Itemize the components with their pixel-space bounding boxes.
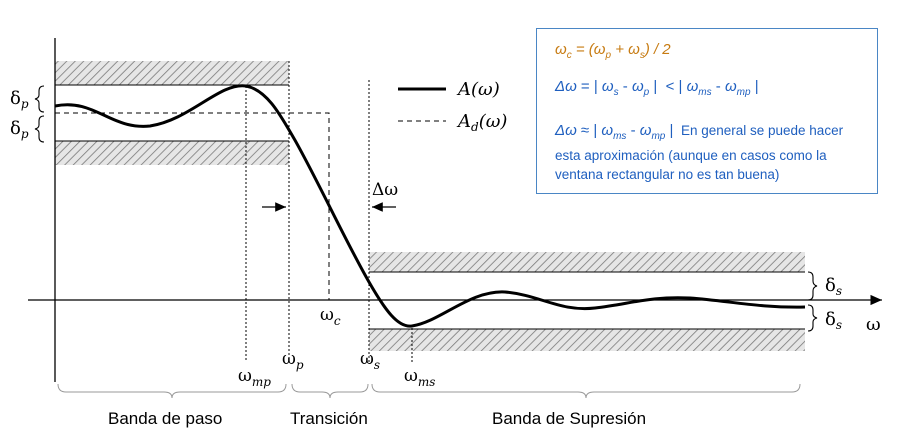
omega-axis-label: ω bbox=[866, 314, 881, 335]
delta-s-lower-brace bbox=[807, 304, 818, 332]
formula-delta-omega-exact: Δω = | ωs - ωp | < | ωms - ωmp | bbox=[555, 78, 759, 98]
delta-s-upper-label: δs bbox=[825, 275, 842, 298]
omega-s-label: ωs bbox=[360, 349, 380, 372]
omega-p-label: ωp bbox=[282, 349, 304, 372]
info-box: ωc = (ωp + ωs) / 2 Δω = | ωs - ωp | < | … bbox=[536, 28, 878, 194]
transition-label: Transición bbox=[290, 409, 368, 428]
passband-upper-hatch bbox=[55, 61, 289, 85]
actual-response-curve bbox=[54, 84, 806, 328]
formula-omega-c: ωc = (ωp + ωs) / 2 bbox=[555, 41, 671, 61]
omega-ms-label: ωms bbox=[404, 366, 435, 389]
transition-brace bbox=[291, 383, 369, 399]
delta-p-lower-brace bbox=[34, 115, 45, 143]
stopband-lower-hatch bbox=[369, 329, 805, 351]
delta-omega-label: Δω bbox=[372, 180, 398, 200]
pass-band-label: Banda de paso bbox=[108, 409, 222, 428]
formula-delta-omega-approx: Δω ≈ | ωms - ωmp | En general se puede h… bbox=[555, 122, 844, 182]
stopband-upper-hatch bbox=[369, 252, 805, 272]
delta-s-lower-label: δs bbox=[825, 309, 842, 332]
stop-band-brace bbox=[371, 383, 801, 399]
legend-actual-label: A(ω) bbox=[456, 79, 500, 100]
delta-p-lower-label: δp bbox=[10, 118, 29, 141]
desired-response-curve bbox=[55, 112, 330, 300]
delta-p-upper-label: δp bbox=[10, 88, 29, 111]
stop-band-label: Banda de Supresión bbox=[492, 409, 646, 428]
omega-c-label: ωc bbox=[320, 305, 341, 328]
delta-s-upper-brace bbox=[807, 271, 818, 301]
approx-note: En general se puede hacer esta aproximac… bbox=[555, 123, 844, 182]
delta-p-upper-brace bbox=[34, 85, 45, 113]
pass-band-brace bbox=[57, 383, 287, 399]
passband-lower-hatch bbox=[55, 141, 289, 165]
omega-mp-label: ωmp bbox=[238, 366, 271, 389]
legend-desired-label: Ad(ω) bbox=[456, 111, 507, 134]
